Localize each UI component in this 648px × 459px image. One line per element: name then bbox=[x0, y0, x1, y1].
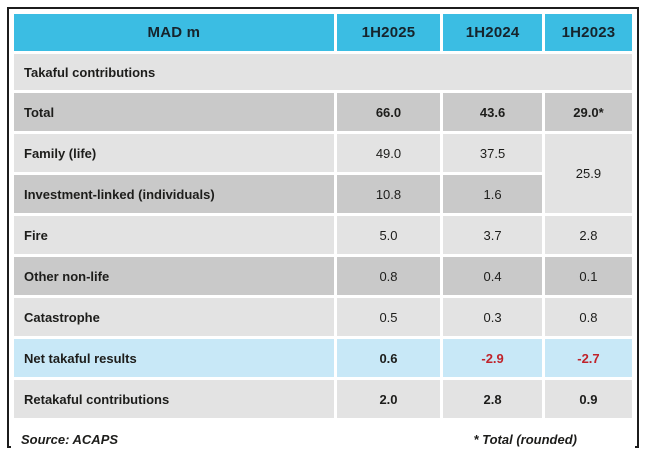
row-label-other-non-life: Other non-life bbox=[14, 257, 334, 295]
footer-note: * Total (rounded) bbox=[473, 431, 577, 447]
row-label-family: Family (life) bbox=[14, 134, 334, 172]
table-row-family: Family (life) 49.0 37.5 25.9 bbox=[14, 134, 632, 213]
cell-other-1h2024: 0.4 bbox=[443, 257, 542, 295]
header-row: MAD m 1H2025 1H2024 1H2023 bbox=[14, 14, 632, 51]
table-frame: MAD m 1H2025 1H2024 1H2023 Takaful contr… bbox=[7, 7, 639, 457]
cell-total-1h2023: 29.0* bbox=[544, 93, 632, 131]
row-label-total: Total bbox=[14, 93, 334, 131]
cell-catastrophe-1h2025: 0.5 bbox=[336, 298, 441, 336]
table-row-total: Total 66.0 43.6 29.0* bbox=[14, 93, 632, 131]
cell-merged-1h2023: 25.9 bbox=[544, 134, 632, 213]
row-label-catastrophe: Catastrophe bbox=[14, 298, 334, 336]
cell-net-1h2025: 0.6 bbox=[336, 339, 441, 377]
cell-total-1h2024: 43.6 bbox=[443, 93, 542, 131]
row-label-investment-linked: Investment-linked (individuals) bbox=[14, 175, 334, 213]
cell-other-1h2023: 0.1 bbox=[544, 257, 632, 295]
table-footer: Source: ACAPS * Total (rounded) bbox=[11, 421, 635, 457]
cell-investment-1h2025: 10.8 bbox=[336, 175, 441, 213]
cell-retakaful-1h2024: 2.8 bbox=[443, 380, 542, 418]
cell-fire-1h2023: 2.8 bbox=[544, 216, 632, 254]
cell-catastrophe-1h2024: 0.3 bbox=[443, 298, 542, 336]
cell-fire-1h2024: 3.7 bbox=[443, 216, 542, 254]
cell-total-1h2025: 66.0 bbox=[336, 93, 441, 131]
table-row-fire: Fire 5.0 3.7 2.8 bbox=[14, 216, 632, 254]
row-label-net-takaful-results: Net takaful results bbox=[14, 339, 334, 377]
cell-other-1h2025: 0.8 bbox=[336, 257, 441, 295]
takaful-contributions-table: MAD m 1H2025 1H2024 1H2023 Takaful contr… bbox=[11, 11, 635, 421]
section-row: Takaful contributions bbox=[14, 54, 632, 90]
column-header-1h2024: 1H2024 bbox=[443, 14, 542, 51]
table-row-catastrophe: Catastrophe 0.5 0.3 0.8 bbox=[14, 298, 632, 336]
cell-retakaful-1h2025: 2.0 bbox=[336, 380, 441, 418]
column-header-1h2025: 1H2025 bbox=[336, 14, 441, 51]
section-label: Takaful contributions bbox=[14, 54, 632, 90]
table-row-retakaful-contributions: Retakaful contributions 2.0 2.8 0.9 bbox=[14, 380, 632, 418]
cell-catastrophe-1h2023: 0.8 bbox=[544, 298, 632, 336]
cell-net-1h2023: -2.7 bbox=[544, 339, 632, 377]
row-label-retakaful-contributions: Retakaful contributions bbox=[14, 380, 334, 418]
unit-header-cell: MAD m bbox=[14, 14, 334, 51]
row-label-fire: Fire bbox=[14, 216, 334, 254]
cell-family-1h2025: 49.0 bbox=[336, 134, 441, 172]
table-row-other-non-life: Other non-life 0.8 0.4 0.1 bbox=[14, 257, 632, 295]
column-header-1h2023: 1H2023 bbox=[544, 14, 632, 51]
cell-family-1h2024: 37.5 bbox=[443, 134, 542, 172]
table-row-investment-linked: Investment-linked (individuals) 10.8 1.6 bbox=[14, 175, 632, 213]
cell-investment-1h2024: 1.6 bbox=[443, 175, 542, 213]
cell-net-1h2024: -2.9 bbox=[443, 339, 542, 377]
cell-fire-1h2025: 5.0 bbox=[336, 216, 441, 254]
cell-retakaful-1h2023: 0.9 bbox=[544, 380, 632, 418]
table-row-net-takaful-results: Net takaful results 0.6 -2.9 -2.7 bbox=[14, 339, 632, 377]
footer-source: Source: ACAPS bbox=[21, 431, 119, 447]
